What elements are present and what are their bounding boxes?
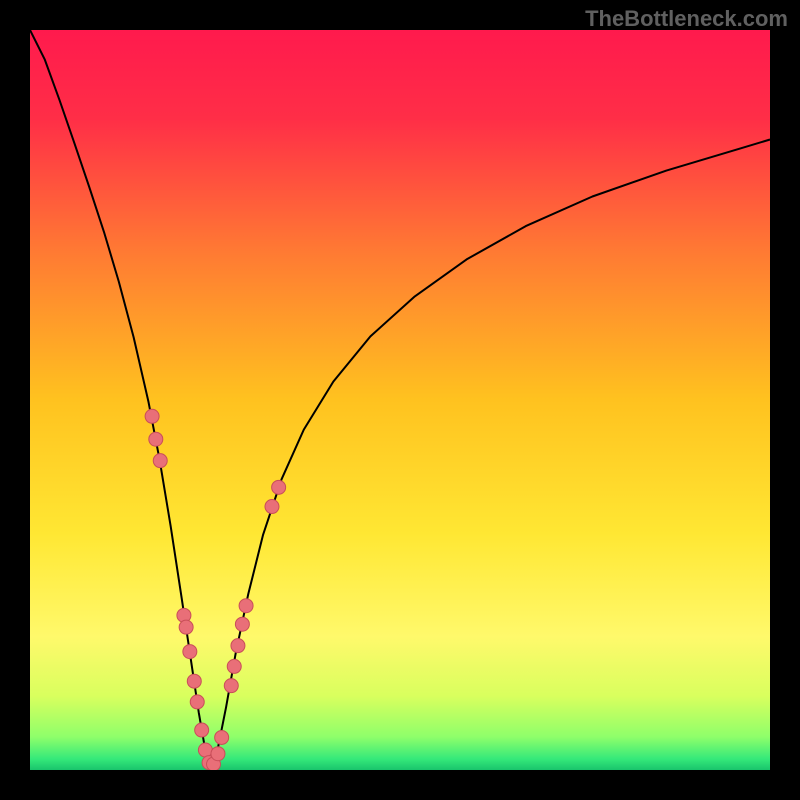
plot-area [30, 30, 770, 770]
canvas: TheBottleneck.com [0, 0, 800, 800]
watermark-text: TheBottleneck.com [585, 6, 788, 32]
